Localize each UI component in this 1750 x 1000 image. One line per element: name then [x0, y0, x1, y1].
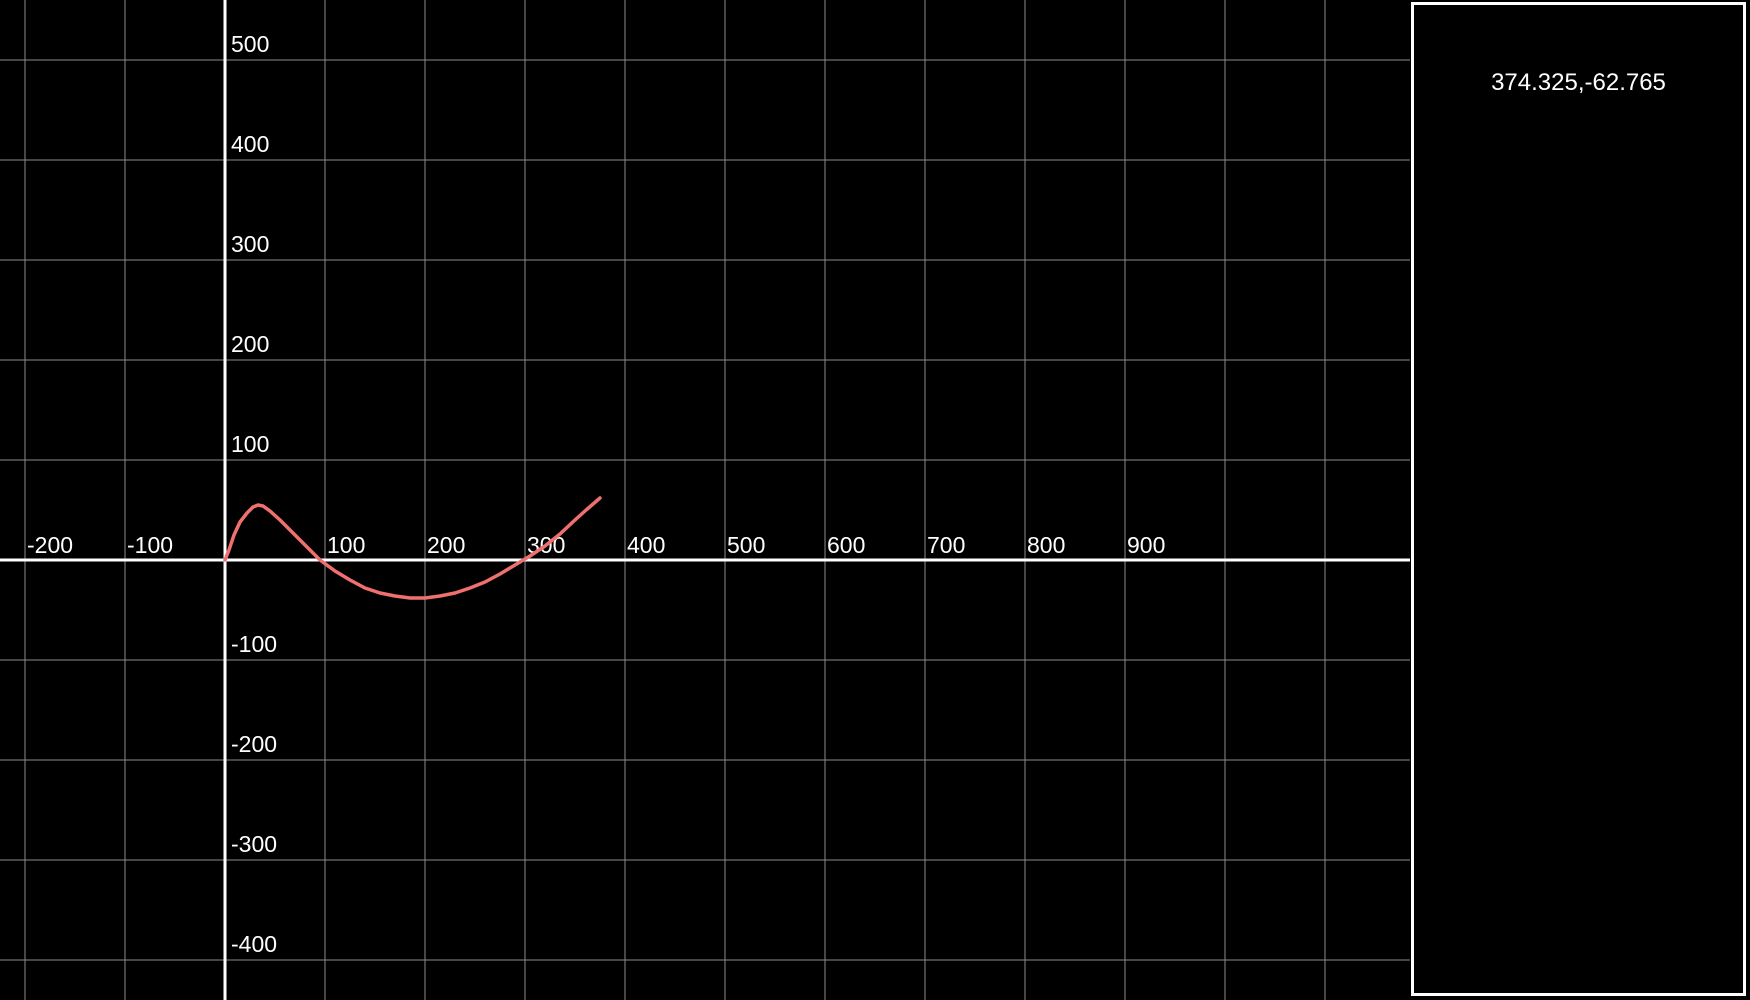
tick-labels: -200 -100 100 200 300 400 500 600 700 800 900 500 40…: [27, 31, 1165, 957]
x-tick-label: 800: [1027, 532, 1065, 558]
plot-svg[interactable]: -200 -100 100 200 300 400 500 600 700 800 900 500 40…: [0, 0, 1410, 1000]
y-tick-label: 100: [231, 431, 269, 457]
x-tick-label: 200: [427, 532, 465, 558]
x-tick-label: 500: [727, 532, 765, 558]
y-tick-label: 300: [231, 231, 269, 257]
x-tick-label: -200: [27, 532, 73, 558]
graph-canvas[interactable]: -200 -100 100 200 300 400 500 600 700 800 900 500 40…: [0, 0, 1410, 1000]
grid: [0, 0, 1410, 1000]
x-tick-label: 700: [927, 532, 965, 558]
y-tick-label: -100: [231, 631, 277, 657]
axes: [0, 0, 1410, 1000]
x-tick-label: 100: [327, 532, 365, 558]
side-panel: 374.325,-62.765: [1411, 2, 1746, 996]
series-line: [223, 496, 602, 600]
curve-layer: [223, 496, 602, 600]
x-tick-label: 600: [827, 532, 865, 558]
x-tick-label: 900: [1127, 532, 1165, 558]
x-tick-label: -100: [127, 532, 173, 558]
x-tick-label: 400: [627, 532, 665, 558]
y-tick-label: -200: [231, 731, 277, 757]
y-tick-label: -400: [231, 931, 277, 957]
coordinate-readout: 374.325,-62.765: [1491, 69, 1666, 96]
y-tick-label: -300: [231, 831, 277, 857]
y-tick-label: 400: [231, 131, 269, 157]
y-tick-label: 500: [231, 31, 269, 57]
y-tick-label: 200: [231, 331, 269, 357]
